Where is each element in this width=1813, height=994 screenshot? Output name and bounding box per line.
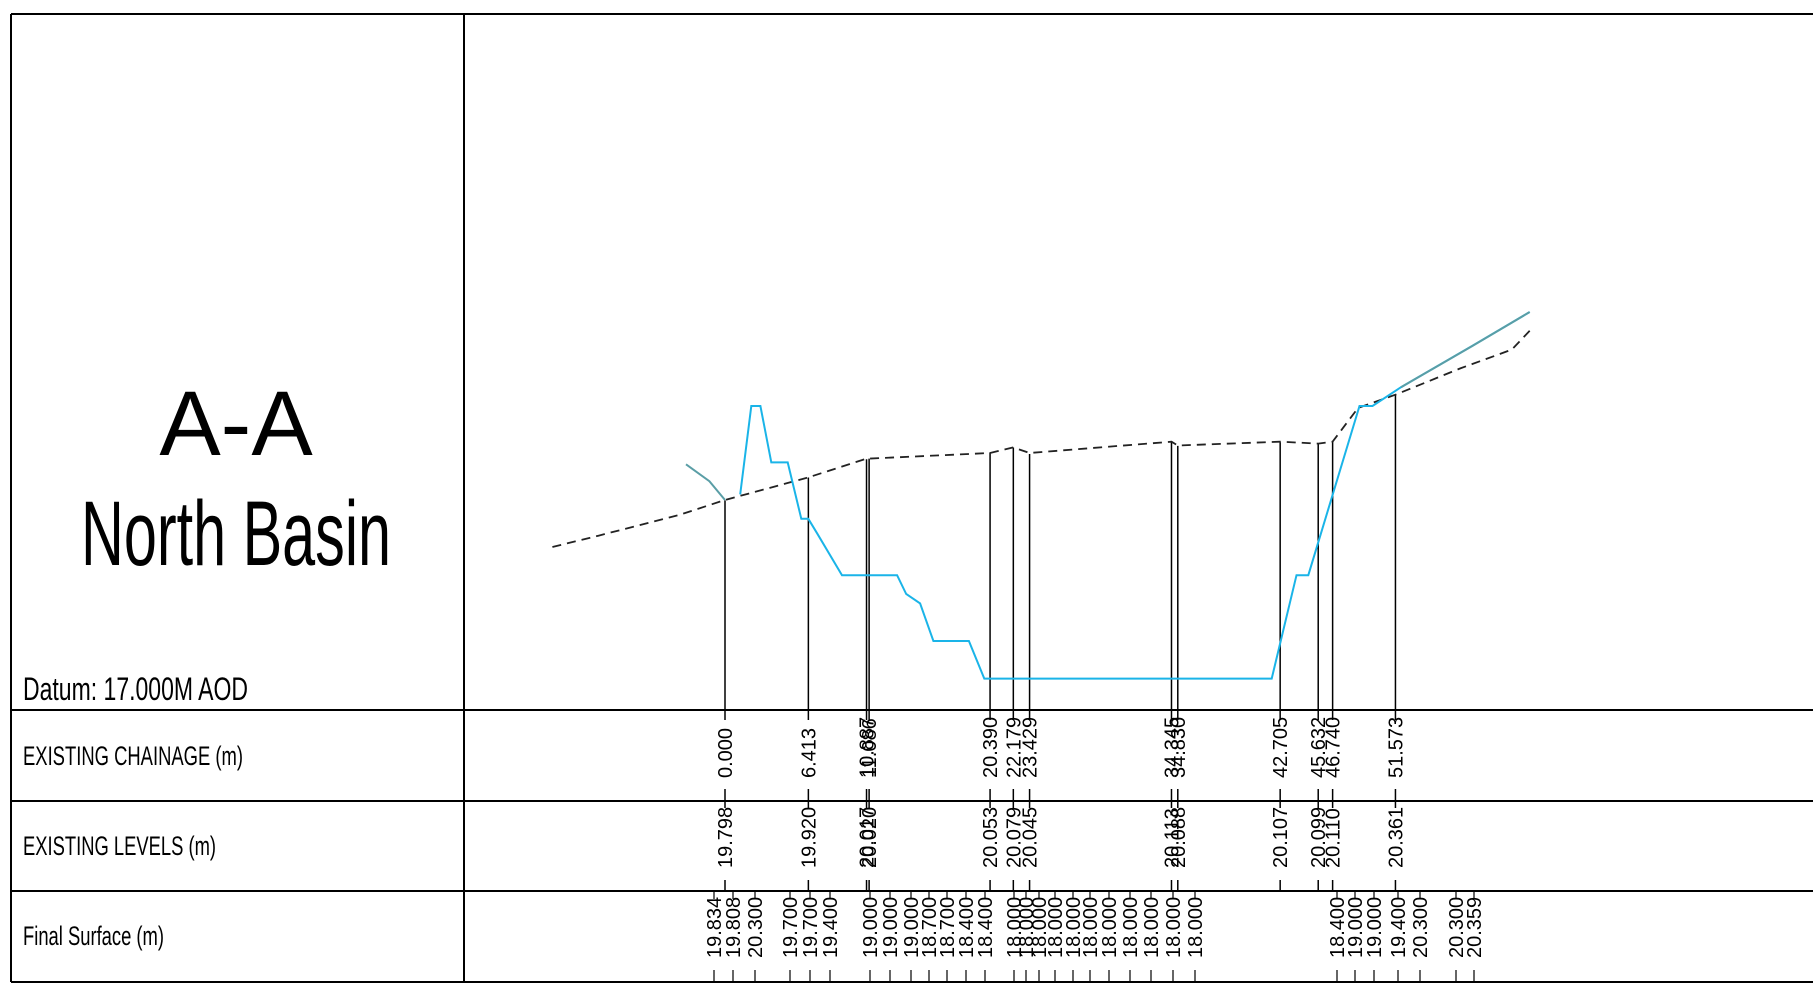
sheet-frame (10, 13, 1813, 983)
final-surface-value-label: 19.000 (901, 897, 923, 958)
final-surface-value-label: 18.000 (1080, 897, 1102, 958)
existing-level-value-label: 20.020 (859, 807, 881, 868)
existing-level-value-label: 20.053 (980, 807, 1002, 868)
section-title: A-A (159, 373, 313, 475)
final-surface-value-label: 19.000 (1364, 897, 1386, 958)
chainage-value-label: 46.740 (1323, 717, 1345, 778)
final-surface-value-label: 19.400 (820, 897, 842, 958)
chainage-value-label: 11.086 (859, 718, 881, 778)
row-label-existing-chainage: EXISTING CHAINAGE (m) (23, 741, 243, 771)
final-surface-value-label: 18.400 (956, 897, 978, 958)
final-surface-value-label: 18.700 (937, 897, 959, 958)
final-surface-value-label: 19.000 (880, 897, 902, 958)
tie-in-left (685, 463, 726, 501)
final-surface-value-label: 18.000 (1029, 897, 1051, 958)
final-surface-value-label: 19.400 (1388, 897, 1410, 958)
final-surface-value-label: 18.000 (1141, 897, 1163, 958)
station-lines (724, 394, 1397, 891)
existing-level-value-label: 20.088 (1168, 807, 1190, 868)
existing-level-value-label: 20.045 (1020, 807, 1042, 868)
existing-level-value-label: 19.920 (798, 807, 820, 868)
final-surface-value-label: 20.300 (1410, 897, 1432, 958)
chainage-value-label: 6.413 (798, 728, 820, 778)
chainage-value-label: 51.573 (1385, 717, 1407, 778)
existing-level-value-label: 20.099 (1308, 807, 1330, 868)
chainage-value-label: 23.429 (1020, 717, 1042, 778)
final-surface-value-label: 18.000 (1004, 897, 1026, 958)
final-surface-value-label: 18.400 (1327, 897, 1349, 958)
row-label-existing-levels: EXISTING LEVELS (m) (23, 831, 216, 861)
existing-level-value-label: 20.110 (1323, 808, 1345, 868)
final-surface-value-label: 18.000 (1120, 897, 1142, 958)
final-surface-value-label: 20.300 (1446, 897, 1468, 958)
existing-ground-line (552, 330, 1531, 548)
section-subtitle: North Basin (81, 483, 391, 585)
chainage-value-label: 22.179 (1003, 717, 1025, 778)
final-surface-value-label: 19.834 (704, 897, 726, 958)
existing-level-value-label: 20.113 (1161, 808, 1183, 868)
final-surface-value-label: 18.000 (1063, 897, 1085, 958)
final-surface-value-label: 19.000 (860, 897, 882, 958)
chainage-value-label: 10.887 (857, 717, 879, 778)
chainage-value-label: 34.830 (1168, 717, 1190, 778)
row-label-final-surface: Final Surface (m) (23, 921, 164, 951)
final-surface-value-label: 18.000 (1016, 897, 1038, 958)
final-surface-line (739, 311, 1531, 680)
existing-level-value-label: 20.017 (857, 807, 879, 868)
final-surface-value-label: 18.000 (1045, 897, 1067, 958)
final-surface-value-label: 19.000 (1345, 897, 1367, 958)
final-surface-value-label: 19.700 (780, 897, 802, 958)
final-surface-value-label: 18.000 (1099, 897, 1121, 958)
chainage-value-label: 42.705 (1270, 717, 1292, 778)
existing-level-value-label: 20.361 (1385, 807, 1407, 868)
datum-label: Datum: 17.000M AOD (23, 671, 248, 707)
final-surface-value-label: 20.300 (745, 897, 767, 958)
final-surface-value-label: 19.808 (723, 897, 745, 958)
existing-level-value-label: 20.079 (1003, 807, 1025, 868)
final-surface-value-label: 20.359 (1464, 897, 1486, 958)
chainage-value-label: 20.390 (980, 717, 1002, 778)
chainage-value-label: 34.345 (1161, 717, 1183, 778)
section-profiles (552, 311, 1531, 680)
existing-level-value-label: 20.107 (1270, 807, 1292, 868)
chainage-value-label: 45.632 (1308, 717, 1330, 778)
chainage-value-label: 0.000 (715, 728, 737, 778)
final-surface-value-label: 18.400 (975, 897, 997, 958)
tie-in-right (1400, 311, 1531, 389)
final-surface-value-label: 18.700 (919, 897, 941, 958)
final-surface-value-label: 18.000 (1185, 897, 1207, 958)
final-surface-value-label: 19.700 (800, 897, 822, 958)
final-surface-value-label: 18.000 (1163, 897, 1185, 958)
existing-level-value-label: 19.798 (715, 807, 737, 868)
